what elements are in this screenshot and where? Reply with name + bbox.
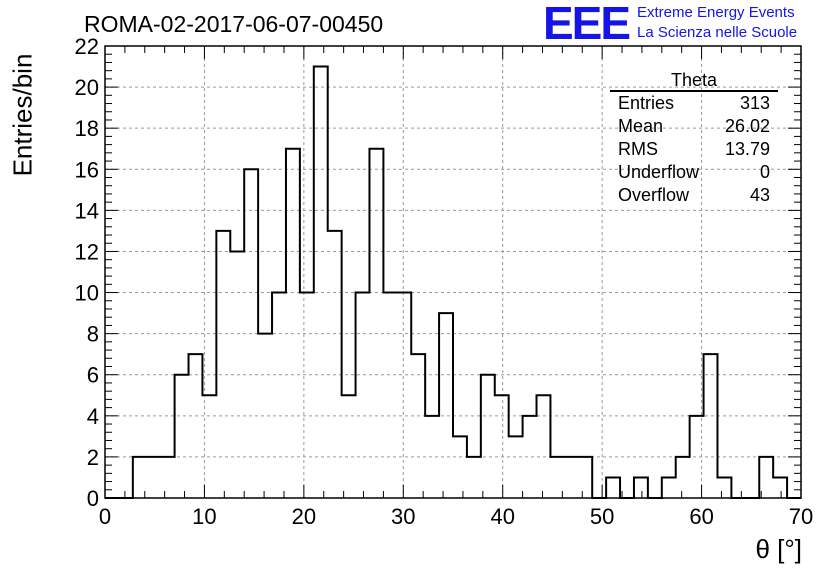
stats-box: Theta Entries 313 Mean 26.02 RMS 13.79 U… (610, 70, 778, 207)
y-tick-label: 6 (87, 363, 99, 388)
histogram-bin (369, 149, 383, 498)
x-tick-label: 0 (99, 504, 111, 529)
histogram-bin (147, 457, 161, 498)
y-tick-label: 18 (75, 116, 99, 141)
axis-ticks (104, 45, 802, 499)
histogram-bin (578, 457, 592, 498)
histogram-bin (523, 416, 537, 498)
x-tick-label: 60 (689, 504, 713, 529)
histogram-bin (383, 293, 397, 498)
chart-title: ROMA-02-2017-06-07-00450 (84, 11, 384, 37)
stats-row-entries: Entries 313 (610, 92, 778, 115)
histogram-bin (467, 457, 481, 498)
y-tick-label: 8 (87, 322, 99, 347)
histogram-bin (509, 436, 523, 498)
histogram-bin (230, 251, 244, 498)
histogram-bin (202, 395, 216, 498)
histogram-bin (634, 477, 648, 498)
histogram-bin (244, 169, 258, 498)
histogram-bin (481, 375, 495, 498)
histogram-bin (564, 457, 578, 498)
stats-value: 313 (739, 93, 770, 113)
stats-label: Underflow (618, 162, 700, 182)
histogram-bin (495, 395, 509, 498)
y-tick-label: 10 (75, 281, 99, 306)
histogram-bin (314, 67, 328, 498)
stats-row-mean: Mean 26.02 (610, 115, 778, 138)
histogram-bin (356, 293, 370, 498)
histogram-bin (189, 354, 203, 498)
histogram-bin (676, 457, 690, 498)
y-tick-label: 0 (87, 486, 99, 511)
y-tick-label: 20 (75, 75, 99, 100)
y-tick-label: 12 (75, 239, 99, 264)
histogram-bin (662, 477, 676, 498)
stats-label: RMS (618, 139, 658, 159)
y-axis-label: Entries/bin (7, 53, 38, 177)
logo-line-1: Extreme Energy Events (637, 4, 795, 21)
y-tick-label: 2 (87, 445, 99, 470)
y-tick-label: 22 (75, 34, 99, 59)
histogram-bin (175, 375, 189, 498)
histogram-bin (397, 293, 411, 498)
stats-row-underflow: Underflow 0 (610, 161, 778, 184)
stats-value: 0 (759, 162, 770, 182)
x-tick-label: 70 (789, 504, 813, 529)
stats-title: Theta (610, 70, 778, 92)
histogram-bin (411, 354, 425, 498)
stats-label: Entries (618, 93, 675, 113)
histogram-bin (537, 395, 551, 498)
histogram-bin (272, 293, 286, 498)
tick-labels: 0 10 20 30 40 50 60 70 0 2 4 6 8 10 12 14 16 18 20 22 (75, 34, 814, 529)
histogram-bin (328, 231, 342, 498)
stats-value: 13.79 (724, 139, 770, 159)
histogram-bin (300, 293, 314, 498)
plot-frame (104, 45, 802, 499)
eee-logo: EEE (543, 0, 631, 49)
histogram-bin (216, 231, 230, 498)
histogram-bin (717, 477, 731, 498)
y-tick-label: 14 (75, 198, 99, 223)
y-tick-label: 4 (87, 404, 99, 429)
y-tick-label: 16 (75, 157, 99, 182)
stats-label: Mean (618, 116, 664, 136)
histogram-bin (258, 334, 272, 498)
histogram-outline (105, 65, 801, 499)
logo-caption: Extreme Energy Events La Scienza nelle S… (637, 3, 797, 43)
stats-value: 43 (749, 185, 770, 205)
y-axis-label-box: Entries/bin (8, 50, 38, 180)
x-tick-label: 30 (391, 504, 415, 529)
histogram-bin (704, 354, 718, 498)
logo-line-2: La Scienza nelle Scuole (637, 24, 798, 41)
stats-row-overflow: Overflow 43 (610, 184, 778, 207)
histogram-bin (425, 416, 439, 498)
x-axis-label: θ [°] (755, 534, 802, 564)
stats-row-rms: RMS 13.79 (610, 138, 778, 161)
x-tick-label: 40 (490, 504, 514, 529)
histogram-bin (161, 457, 175, 498)
stats-label: Overflow (618, 185, 690, 205)
x-tick-label: 20 (292, 504, 316, 529)
x-tick-label: 50 (590, 504, 614, 529)
stats-value: 26.02 (724, 116, 770, 136)
histogram-bin (439, 313, 453, 498)
histogram-bin (773, 477, 787, 498)
histogram-bin (286, 149, 300, 498)
x-tick-label: 10 (192, 504, 216, 529)
histogram-bin (342, 395, 356, 498)
histogram-bin (453, 436, 467, 498)
histogram-bin (606, 477, 620, 498)
